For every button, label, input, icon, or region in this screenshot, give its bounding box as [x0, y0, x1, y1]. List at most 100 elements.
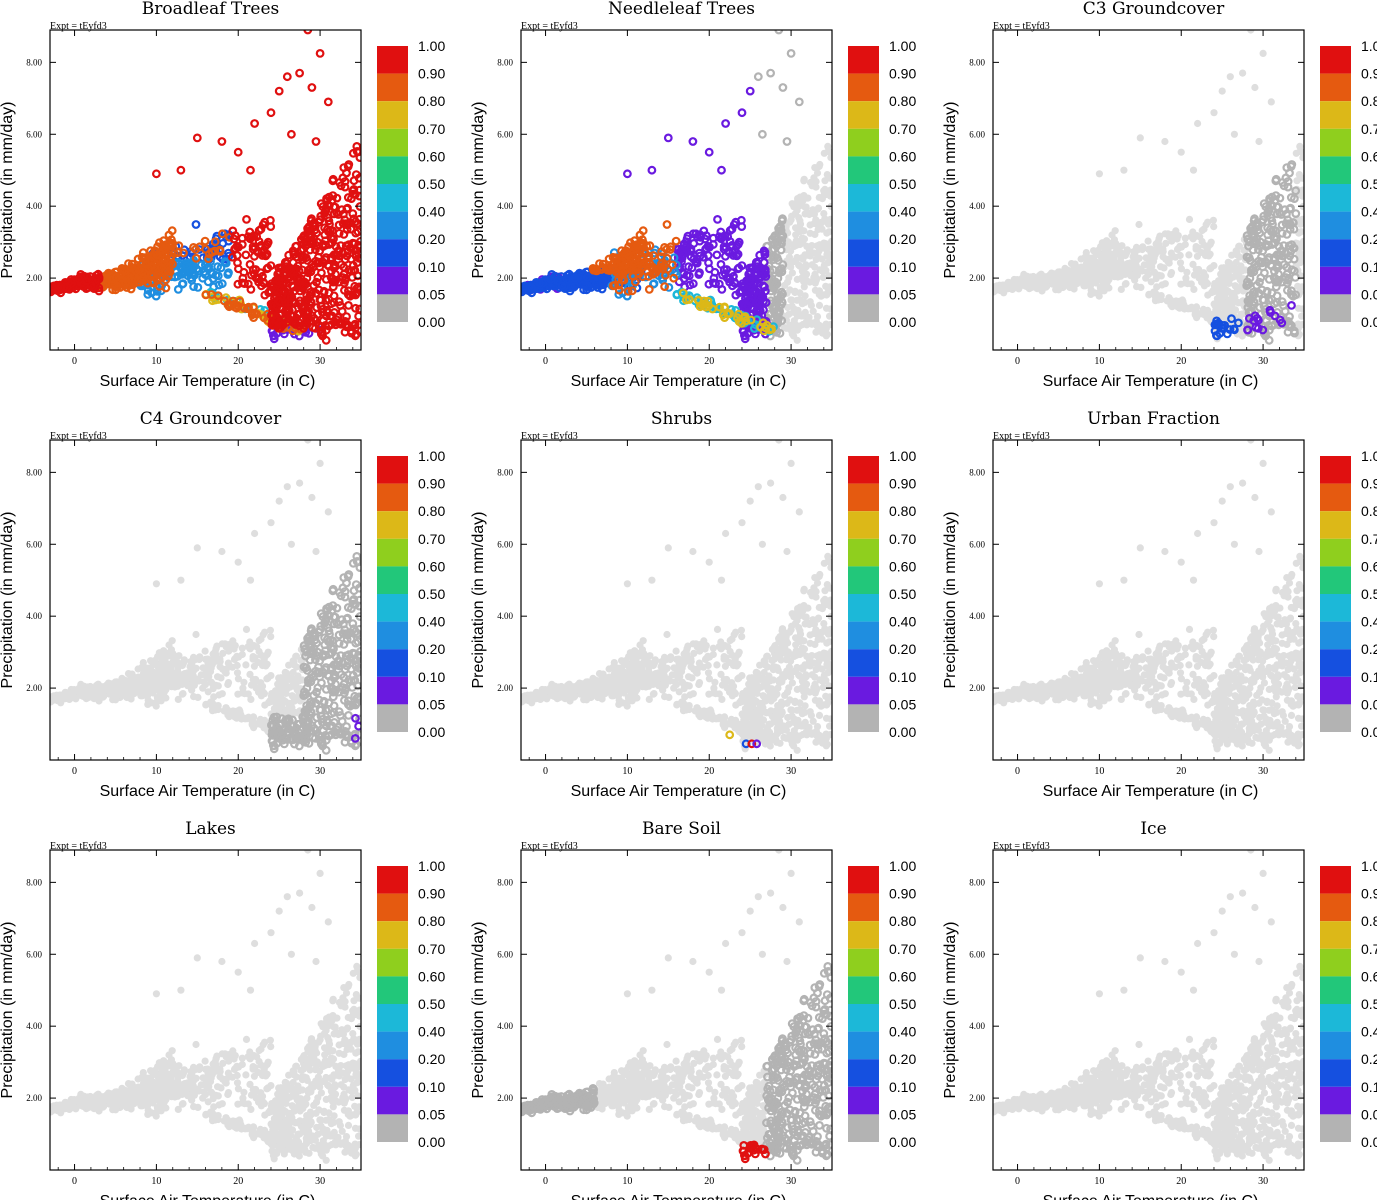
colorbar-swatch [1320, 211, 1351, 240]
scatter-point [663, 264, 673, 274]
scatter-point-background [1230, 293, 1238, 301]
scatter-point [287, 281, 297, 291]
scatter-point-background [1043, 282, 1051, 290]
colorbar-label: 1.00 [1361, 38, 1377, 54]
scatter-point-background [233, 661, 241, 670]
colorbar-label: 0.90 [1361, 66, 1377, 82]
scatter-point-background [812, 328, 820, 336]
y-axis-label: Precipitation (in mm/day) [0, 102, 16, 279]
scatter-point-background [789, 258, 798, 266]
scatter-point-background [1144, 237, 1152, 245]
scatter-point-background [157, 697, 165, 705]
scatter-point [746, 297, 755, 307]
scatter-point [1289, 254, 1299, 264]
scatter-point-background [1064, 279, 1072, 287]
scatter-point-background [1187, 280, 1195, 288]
scatter-point-background [796, 217, 804, 225]
scatter-point [738, 281, 747, 291]
scatter-point-background [814, 204, 823, 212]
colorbar-swatch [377, 266, 408, 295]
scatter-point-background [1151, 293, 1159, 301]
scatter-point-background [139, 659, 147, 667]
scatter-point [701, 231, 711, 241]
scatter-point-background [138, 692, 146, 700]
scatter-point-background [809, 206, 817, 214]
scatter-point-background [1181, 234, 1189, 242]
scatter-point [645, 262, 655, 272]
y-tick-label: 6.00 [497, 129, 513, 139]
scatter-point-background [805, 247, 814, 255]
scatter-point [354, 311, 361, 321]
expt-label: Expt = tEyfd3 [993, 21, 1050, 32]
scatter-point [1282, 229, 1292, 239]
scatter-point [137, 252, 147, 262]
scatter-point [151, 169, 161, 179]
scatter-point-background [822, 332, 830, 340]
colorbar-label: 0.80 [418, 93, 445, 109]
scatter-point [323, 97, 333, 107]
colorbar-label: 0.60 [889, 148, 916, 164]
scatter-point-background [1230, 130, 1238, 138]
scatter-point [342, 312, 351, 322]
scatter-point [1277, 228, 1287, 238]
scatter-point [168, 259, 177, 269]
scatter-point [311, 137, 321, 146]
scatter-point-background [1159, 245, 1167, 253]
scatter-point [282, 72, 292, 82]
scatter-point-background [787, 247, 795, 255]
scatter-point-background [267, 633, 275, 641]
scatter-point-background [1176, 259, 1185, 267]
scatter-point [313, 257, 323, 267]
scatter-point [770, 281, 780, 291]
scatter-point-background [811, 164, 819, 172]
scatter-point-background [1187, 233, 1195, 241]
scatter-point [713, 214, 722, 224]
scatter-point [1242, 252, 1252, 262]
scatter-point-background [815, 301, 824, 309]
colorbar-swatch [848, 294, 879, 322]
scatter-point-background [1239, 69, 1247, 77]
scatter-point-background [1118, 263, 1126, 271]
scatter-point-background [1194, 119, 1202, 128]
colorbar-swatch [377, 73, 408, 102]
scatter-point-background [260, 690, 268, 698]
scatter-point [1287, 301, 1296, 310]
scatter-point [317, 327, 327, 337]
x-tick-label: 30 [786, 356, 796, 367]
scatter-point [728, 248, 738, 258]
scatter-point-background [803, 276, 811, 285]
scatter-point-background [261, 701, 269, 709]
scatter-point-background [162, 651, 170, 659]
scatter-point [711, 279, 720, 289]
scatter-point [750, 286, 760, 295]
scatter-point-background [109, 696, 117, 704]
scatter-point [649, 279, 658, 289]
scatter-point-background [1239, 310, 1247, 318]
scatter-point [307, 83, 317, 92]
scatter-point [695, 251, 705, 261]
scatter-point-background [257, 679, 265, 687]
scatter-point [304, 224, 314, 234]
scatter-point-background [1082, 249, 1090, 257]
scatter-point [242, 214, 251, 224]
scatter-point [291, 320, 301, 329]
scatter-point-background [1035, 276, 1043, 284]
scatter-point-background [50, 693, 56, 701]
scatter-point-background [800, 227, 808, 235]
scatter-point-background [822, 324, 830, 332]
scatter-point [704, 301, 713, 311]
scatter-point [1291, 209, 1301, 219]
colorbar-label: 0.20 [1361, 231, 1377, 247]
scatter-point-background [146, 686, 154, 694]
scatter-point [1267, 192, 1277, 202]
scatter-point [1285, 322, 1294, 332]
scatter-point [1282, 278, 1292, 288]
scatter-point [346, 224, 356, 234]
scatter-point-background [790, 317, 798, 325]
scatter-point [703, 251, 713, 260]
scatter-point-background [1135, 220, 1143, 229]
scatter-point [777, 316, 787, 326]
scatter-point [662, 220, 672, 229]
scatter-point [671, 260, 681, 270]
scatter-point [268, 321, 278, 330]
